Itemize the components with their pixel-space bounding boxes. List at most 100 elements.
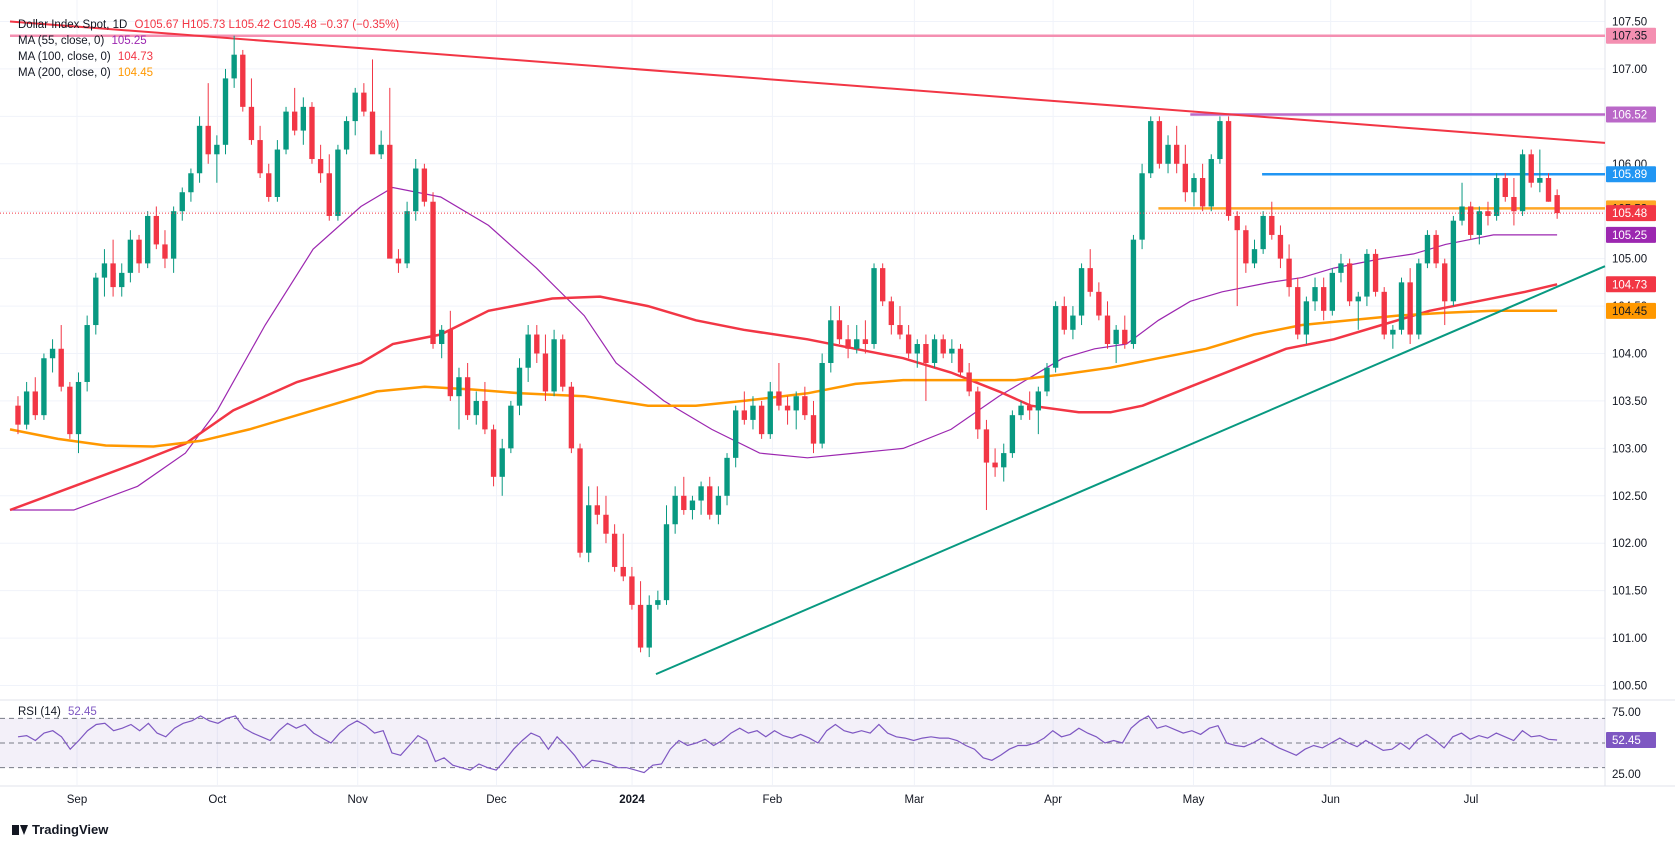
candle — [940, 334, 946, 359]
candle — [966, 362, 972, 397]
time-tick-label: Mar — [904, 794, 924, 806]
rsi-legend[interactable]: RSI (14) 52.45 — [18, 706, 97, 718]
candle-body — [629, 576, 635, 605]
candle — [1424, 230, 1431, 269]
price-axis-label-bg — [1606, 226, 1656, 243]
candle — [1044, 362, 1050, 397]
time-tick-label: Apr — [1044, 794, 1062, 806]
tradingview-brand[interactable]: TradingView — [12, 822, 108, 837]
candle — [119, 263, 125, 297]
candle — [1355, 291, 1361, 330]
candle — [1554, 189, 1560, 219]
candle-body — [940, 339, 946, 354]
candle-body — [914, 344, 920, 354]
price-axis-label-bg — [1606, 106, 1656, 123]
candle — [1511, 178, 1517, 226]
candle-body — [1355, 296, 1361, 302]
legend-symbol-row: Dollar Index Spot, 1D O105.67 H105.73 L1… — [18, 17, 399, 33]
candle-body — [1416, 263, 1422, 335]
candle-body — [525, 334, 531, 368]
time-tick-label: Dec — [486, 794, 507, 806]
candle-body — [1303, 301, 1310, 335]
price-axis-label: 105.89 — [1606, 166, 1656, 183]
candle-body — [741, 410, 748, 420]
candle — [127, 230, 134, 283]
candle-body — [1148, 121, 1154, 174]
candle — [611, 524, 618, 572]
candle — [67, 381, 73, 439]
price-axis-label: 104.45 — [1606, 302, 1656, 319]
candle — [1234, 211, 1240, 307]
moving-average-line — [10, 186, 1558, 511]
candle-body — [862, 339, 869, 345]
candle-body — [1191, 178, 1197, 193]
candle — [1450, 215, 1457, 307]
candle-body — [568, 386, 575, 449]
candle — [1476, 206, 1483, 245]
candle-body — [1277, 234, 1284, 259]
brand-label: TradingView — [32, 822, 109, 837]
candle-body — [750, 405, 756, 420]
legend-ma200[interactable]: MA (200, close, 0) 104.45 — [18, 65, 399, 81]
time-tick-label: 2024 — [619, 794, 645, 806]
candle-body — [361, 92, 367, 112]
candle-body — [205, 125, 211, 155]
candle-body — [352, 92, 358, 122]
candle — [1398, 277, 1405, 335]
legend-ma55[interactable]: MA (55, close, 0) 105.25 — [18, 33, 399, 49]
tradingview-logo-icon — [12, 824, 28, 835]
candle-body — [1519, 154, 1526, 212]
candle — [1173, 125, 1180, 174]
candle-body — [162, 244, 168, 259]
candle — [1251, 239, 1258, 269]
candle-body — [32, 391, 38, 416]
candle — [1381, 287, 1387, 340]
candle-body — [413, 168, 419, 212]
candle — [1485, 201, 1491, 226]
candle-body — [188, 173, 194, 193]
candle — [585, 486, 592, 563]
candle-body — [1269, 215, 1275, 235]
candle — [741, 391, 748, 425]
candle-layer[interactable] — [15, 35, 1560, 658]
time-tick-label: Nov — [347, 794, 368, 806]
time-tick-label: Feb — [762, 794, 782, 806]
candle — [205, 83, 211, 164]
candle-body — [542, 353, 549, 392]
price-axis-label-bg — [1606, 27, 1656, 44]
candle-body — [58, 348, 64, 387]
candle — [84, 315, 90, 392]
candle-body — [179, 192, 185, 212]
legend-ma100[interactable]: MA (100, close, 0) 104.73 — [18, 49, 399, 65]
candle-body — [1087, 268, 1093, 292]
candle-body — [326, 173, 332, 216]
candle-body — [707, 486, 713, 515]
candle — [767, 381, 773, 439]
candle-body — [15, 405, 21, 425]
candle-body — [300, 106, 307, 131]
time-tick-label: May — [1183, 794, 1205, 806]
candle — [1407, 268, 1413, 345]
ma100-label: MA (100, close, 0) — [18, 51, 111, 63]
candle-body — [767, 391, 773, 435]
candle-body — [1329, 272, 1336, 311]
candle — [438, 325, 445, 359]
candle — [1390, 325, 1396, 349]
candle-body — [1009, 415, 1016, 454]
candle — [136, 234, 142, 273]
candle — [1087, 249, 1093, 297]
candle — [698, 481, 704, 515]
candle — [248, 78, 255, 145]
candle-body — [810, 415, 817, 444]
candle-body — [240, 54, 246, 107]
candle — [447, 310, 454, 401]
ohlc-values: O105.67 H105.73 L105.42 C105.48 −0.37 (−… — [134, 19, 400, 31]
candle — [1191, 173, 1197, 207]
candle-body — [101, 263, 108, 278]
candle-body — [110, 263, 116, 288]
candle-body — [992, 462, 998, 468]
candle — [888, 296, 895, 335]
price-tick-label: 107.00 — [1612, 64, 1647, 76]
